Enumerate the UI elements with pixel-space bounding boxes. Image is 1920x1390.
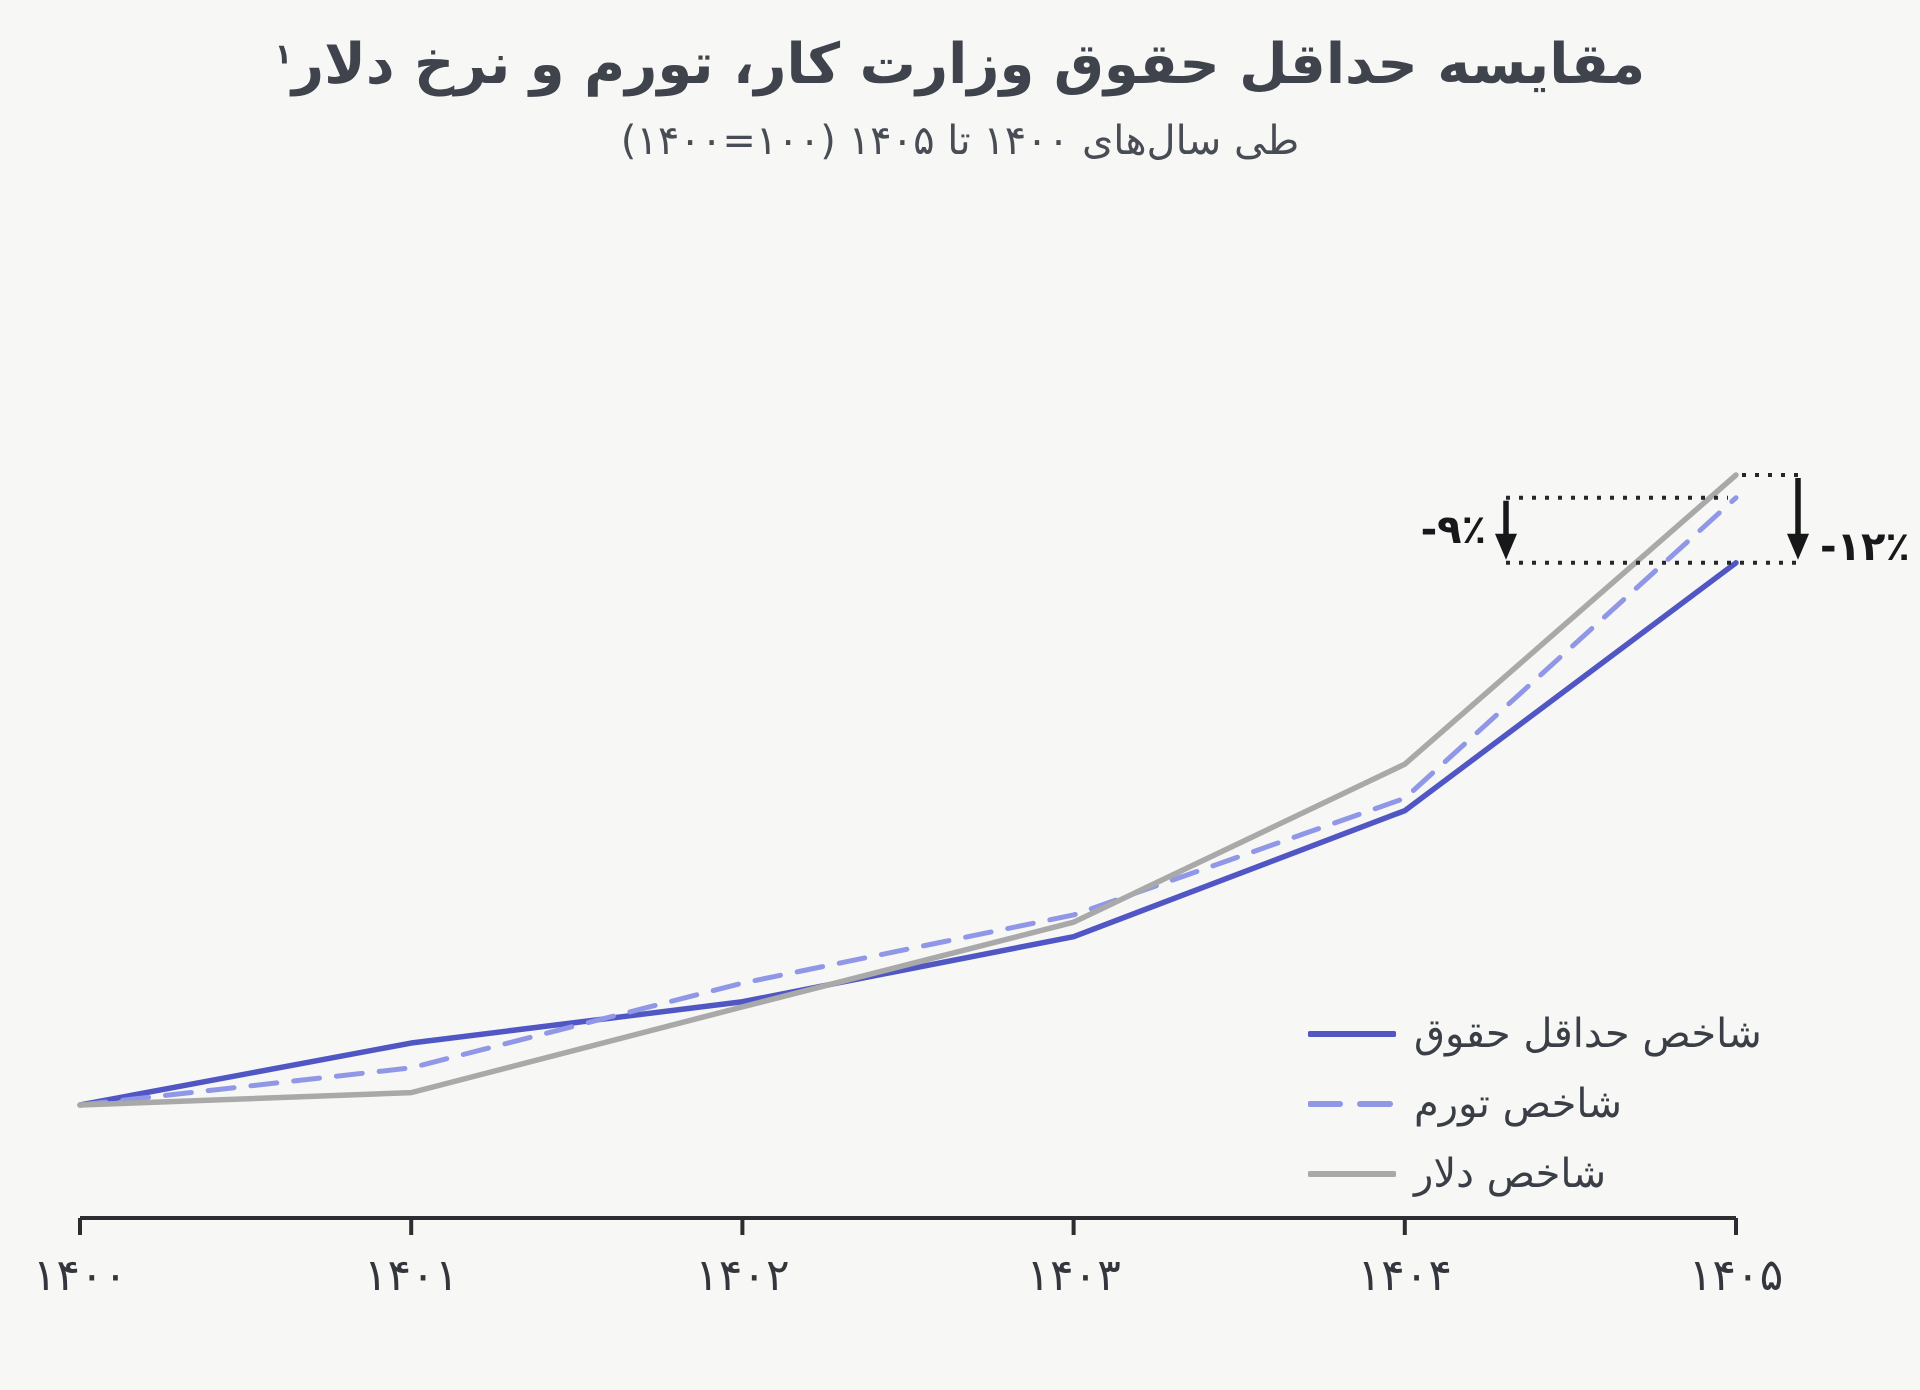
legend-label: شاخص حداقل حقوق	[1414, 1011, 1762, 1057]
down-arrow-icon-right-head	[1787, 533, 1809, 560]
series-line-1	[77, 495, 1739, 1108]
x-tick-label: ۱۴۰۴	[1357, 1250, 1453, 1301]
legend-swatch-solid-line	[1308, 1031, 1396, 1037]
legend-item: شاخص حداقل حقوق	[1308, 999, 1762, 1069]
chart-title-text: مقایسه حداقل حقوق وزارت کار، تورم و نرخ …	[291, 32, 1646, 97]
chart-header: مقایسه حداقل حقوق وزارت کار، تورم و نرخ …	[0, 30, 1920, 164]
annotation-minus-12pct: -۱۲٪	[1820, 524, 1910, 570]
title-footnote-marker: ۱	[274, 37, 292, 71]
legend-swatch-dashed-line	[1308, 1101, 1396, 1107]
x-tick-label: ۱۴۰۰	[32, 1250, 128, 1301]
legend-label: شاخص تورم	[1414, 1081, 1623, 1127]
legend-label: شاخص دلار	[1414, 1151, 1607, 1197]
legend-item: شاخص دلار	[1308, 1139, 1762, 1209]
x-tick-label: ۱۴۰۱	[363, 1250, 459, 1301]
legend-swatch-solid-line	[1308, 1171, 1396, 1177]
chart-title: مقایسه حداقل حقوق وزارت کار، تورم و نرخ …	[0, 30, 1920, 100]
annotation-minus-9pct: -۹٪	[1420, 507, 1486, 553]
chart-legend: شاخص حداقل حقوق شاخص تورم شاخص دلار	[1308, 999, 1762, 1209]
chart-subtitle: طی سال‌های ۱۴۰۰ تا ۱۴۰۵ (‪۱۴۰۰=۱۰۰‬)	[620, 118, 1300, 164]
series-line-2	[77, 472, 1739, 1108]
series-line-0	[77, 560, 1739, 1108]
down-arrow-icon-left-head	[1495, 533, 1517, 560]
x-tick-label: ۱۴۰۵	[1688, 1250, 1784, 1301]
x-tick-label: ۱۴۰۳	[1026, 1250, 1121, 1301]
x-tick-label: ۱۴۰۲	[695, 1250, 790, 1301]
legend-item: شاخص تورم	[1308, 1069, 1762, 1139]
